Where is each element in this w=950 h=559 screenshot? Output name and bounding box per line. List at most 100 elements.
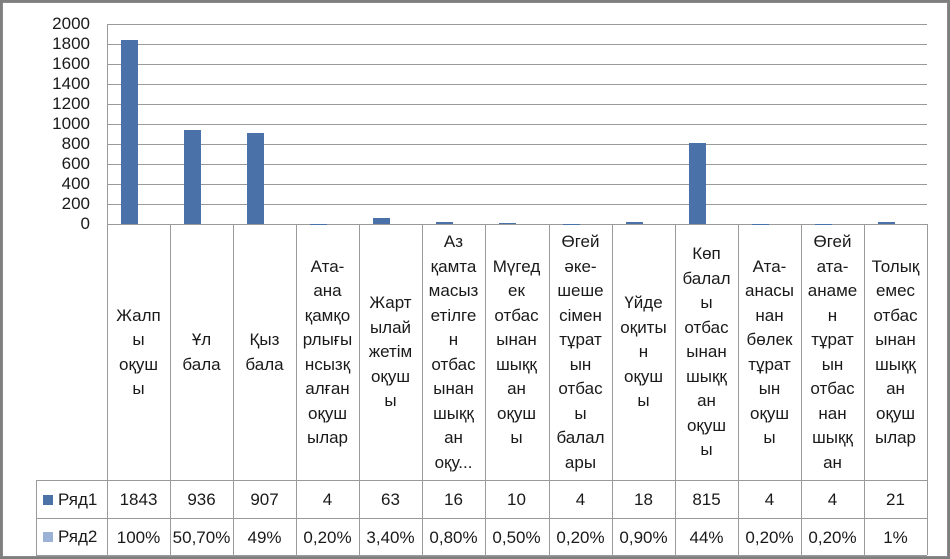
gridline — [107, 224, 927, 225]
table-cell: 50,70% — [172, 527, 231, 547]
gridline — [107, 204, 927, 205]
category-label: Ата- анасы нан бөлек тұрат ын оқуш ы — [744, 256, 795, 448]
legend-label: Ряд2 — [58, 526, 98, 546]
table-cell: 44% — [689, 527, 724, 547]
table-cell: 10 — [507, 489, 526, 509]
y-tick-label: 200 — [61, 194, 90, 213]
table-cell: 3,40% — [366, 527, 415, 547]
table-divider — [927, 224, 928, 555]
table-cell: 0,20% — [808, 527, 857, 547]
category-label: Жарт ылай жетім оқуш ы — [368, 293, 413, 411]
y-axis-line — [107, 24, 108, 224]
table-cell: 21 — [886, 489, 905, 509]
bar — [752, 223, 769, 225]
category-label: Қыз бала — [245, 330, 284, 374]
table-divider — [107, 224, 108, 555]
legend-series-2: Ряд2 — [36, 518, 107, 555]
table-cell: 4 — [575, 489, 586, 509]
bar — [436, 222, 453, 224]
legend-label: Ряд1 — [58, 489, 98, 509]
table-cell: 100% — [116, 527, 161, 547]
table-divider — [422, 224, 423, 555]
table-divider — [864, 224, 865, 555]
table-cell: 1843 — [119, 489, 158, 509]
category-label: Үйде оқиты н оқуш ы — [620, 293, 667, 411]
bar — [563, 223, 580, 225]
table-cell: 0,20% — [745, 527, 794, 547]
table-divider — [801, 224, 802, 555]
y-tick-label: 0 — [80, 214, 90, 233]
bar — [310, 223, 327, 225]
y-tick-label: 400 — [61, 174, 90, 193]
y-tick-label: 1400 — [52, 74, 90, 93]
category-label: Өгей ата- анаме н тұрат ын отбас нан шық… — [807, 232, 858, 472]
table-divider — [36, 480, 927, 481]
category-label: Өгей әке- шеше сімен тұрат ын отбас ы ба… — [556, 232, 605, 472]
bar — [878, 221, 895, 224]
legend-series-1: Ряд1 — [36, 481, 107, 518]
bar — [121, 39, 138, 224]
y-tick-label: 600 — [61, 154, 90, 173]
category-label: Көп балал ы отбас ынан шыққ ан оқуш ы — [682, 244, 731, 460]
table-divider — [36, 555, 927, 556]
bar — [626, 222, 643, 224]
table-cell: 936 — [187, 489, 216, 509]
table-divider — [738, 224, 739, 555]
table-cell: 4 — [827, 489, 838, 509]
table-divider — [549, 224, 550, 555]
table-cell: 63 — [381, 489, 400, 509]
gridline — [107, 44, 927, 45]
table-divider — [359, 224, 360, 555]
bar — [373, 217, 390, 224]
table-cell: 907 — [250, 489, 279, 509]
gridline — [107, 164, 927, 165]
table-divider — [675, 224, 676, 555]
table-cell: 18 — [634, 489, 653, 509]
gridline — [107, 144, 927, 145]
category-label: Толық емес отбас ынан шыққ ан оқуш ылар — [871, 256, 920, 448]
gridline — [107, 124, 927, 125]
table-divider — [612, 224, 613, 555]
gridline — [107, 84, 927, 85]
table-cell: 4 — [322, 489, 333, 509]
gridline — [107, 184, 927, 185]
y-tick-label: 1200 — [52, 94, 90, 113]
y-tick-label: 1800 — [52, 34, 90, 53]
legend-swatch-icon — [43, 494, 53, 505]
table-cell: 0,50% — [492, 527, 541, 547]
table-divider — [233, 224, 234, 555]
table-cell: 815 — [692, 489, 721, 509]
category-label: Ата- ана қамқо рлығы нсызқ алған оқуш ыл… — [302, 256, 353, 448]
y-tick-label: 2000 — [52, 14, 90, 33]
y-tick-label: 800 — [61, 134, 90, 153]
bar — [247, 133, 264, 224]
bar — [815, 223, 832, 225]
table-divider — [296, 224, 297, 555]
bar — [499, 223, 516, 224]
y-tick-label: 1600 — [52, 54, 90, 73]
y-tick-label: 1000 — [52, 114, 90, 133]
table-divider — [485, 224, 486, 555]
gridline — [107, 104, 927, 105]
table-cell: 0,20% — [556, 527, 605, 547]
bar — [184, 130, 201, 224]
table-cell: 49% — [247, 527, 282, 547]
bar — [689, 142, 706, 224]
table-divider — [36, 480, 37, 555]
table-cell: 0,20% — [303, 527, 352, 547]
table-divider — [170, 224, 171, 555]
table-cell: 1% — [883, 527, 908, 547]
table-cell: 0,80% — [429, 527, 478, 547]
legend-swatch-icon — [43, 531, 53, 542]
gridline — [107, 24, 927, 25]
category-label: Мүгед ек отбас ынан шыққ ан оқуш ы — [492, 256, 541, 448]
table-cell: 0,90% — [619, 527, 668, 547]
category-label: Жалп ы оқуш ы — [116, 305, 161, 399]
gridline — [107, 64, 927, 65]
table-cell: 16 — [444, 489, 463, 509]
category-label: Аз қамта масыз етілге н отбас ынан шыққ … — [428, 232, 479, 472]
table-cell: 4 — [764, 489, 775, 509]
category-label: Ұл бала — [182, 330, 221, 374]
